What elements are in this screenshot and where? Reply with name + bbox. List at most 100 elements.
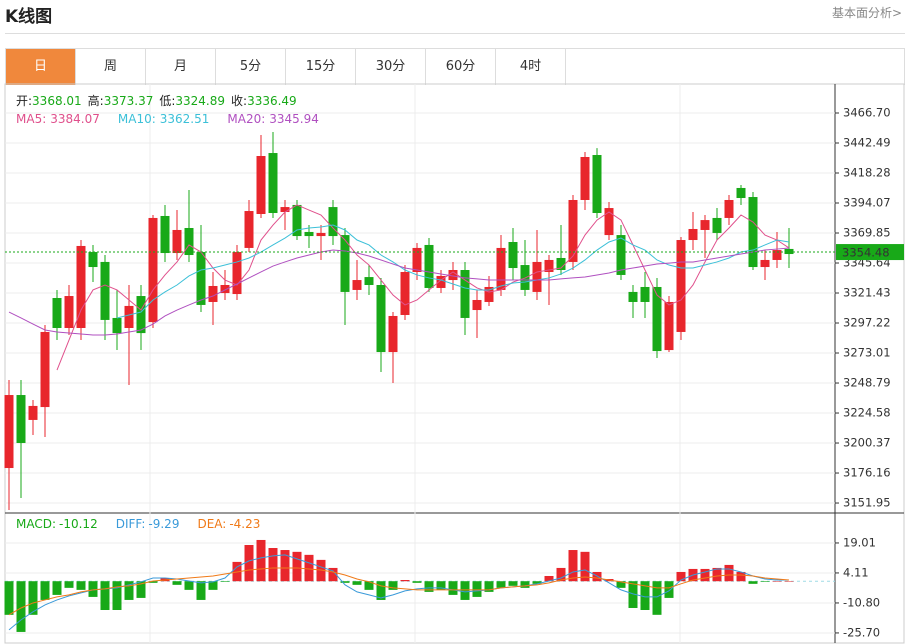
candle-body <box>340 235 350 292</box>
ma-line <box>56 204 790 371</box>
macd-bar <box>304 554 314 582</box>
macd-bar <box>292 551 302 582</box>
macd-bar <box>436 581 446 590</box>
legend-name: MACD: <box>16 517 56 531</box>
legend-name: DIFF: <box>116 517 146 531</box>
ma-line <box>116 224 790 319</box>
macd-bar <box>532 581 542 584</box>
macd-bar <box>340 581 350 583</box>
macd-bar <box>652 581 662 615</box>
macd-bar <box>208 581 218 590</box>
candle-body <box>136 296 146 334</box>
macd-bar <box>772 581 782 582</box>
candle-body <box>64 296 74 328</box>
current-price-label: 3354.48 <box>842 246 890 260</box>
candle-body <box>376 284 386 353</box>
candle-body <box>628 291 638 302</box>
candle-body <box>196 252 206 305</box>
period-tab[interactable]: 60分 <box>426 49 496 85</box>
y-tick-label: 3224.58 <box>843 406 891 420</box>
macd-bar <box>352 581 362 585</box>
macd-bar <box>172 581 182 585</box>
candle-body <box>184 227 194 256</box>
candle-body <box>352 280 362 290</box>
macd-bar <box>4 581 14 615</box>
candle-body <box>604 208 614 236</box>
macd-bar <box>556 567 566 582</box>
macd-bar <box>736 571 746 582</box>
macd-bar <box>88 581 98 597</box>
macd-bar <box>724 564 734 582</box>
y-tick-label: 3297.22 <box>843 316 891 330</box>
candle-body <box>676 240 686 332</box>
y-tick-label: 3248.79 <box>843 376 891 390</box>
info-label: 低: <box>159 94 175 108</box>
ma-line <box>8 247 790 336</box>
candle-body <box>304 231 314 237</box>
y-tick-label: 3394.07 <box>843 196 891 210</box>
candle-body <box>400 271 410 315</box>
candle-body <box>328 207 338 237</box>
y-tick-label: 3200.37 <box>843 436 891 450</box>
candle-body <box>388 315 398 353</box>
macd-bar <box>568 550 578 582</box>
candle-body <box>592 155 602 214</box>
candle-body <box>4 395 14 469</box>
candle-body <box>172 229 182 254</box>
macd-bar <box>580 551 590 582</box>
macd-bar <box>100 581 110 610</box>
candle-body <box>640 286 650 302</box>
macd-bar <box>220 581 230 582</box>
period-tab[interactable]: 周 <box>76 49 146 85</box>
period-tab[interactable]: 30分 <box>356 49 426 85</box>
period-tab[interactable]: 5分 <box>216 49 286 85</box>
candle-body <box>436 275 446 288</box>
macd-bar <box>40 581 50 600</box>
macd-bar <box>280 550 290 582</box>
candle-body <box>256 156 266 214</box>
macd-bar <box>592 571 602 582</box>
period-tab[interactable]: 4时 <box>496 49 566 85</box>
candle-body <box>52 298 62 328</box>
macd-bar <box>472 581 482 597</box>
macd-bar <box>316 559 326 582</box>
macd-bar <box>136 581 146 598</box>
candle-body <box>40 331 50 408</box>
period-tab[interactable]: 15分 <box>286 49 356 85</box>
candle-body <box>688 228 698 241</box>
macd-bar <box>112 581 122 610</box>
period-tab[interactable]: 日 <box>6 49 76 85</box>
macd-bar <box>640 581 650 610</box>
macd-bar <box>364 581 374 590</box>
ohlc-info: 开:3368.01 高:3373.37 低:3324.89 收:3336.49 <box>16 93 297 108</box>
macd-bar <box>52 581 62 595</box>
y-tick-label: 3151.95 <box>843 496 891 510</box>
candle-body <box>148 217 158 323</box>
y-tick-label: 3369.85 <box>843 226 891 240</box>
candle-body <box>784 248 794 255</box>
macd-bar <box>760 581 770 582</box>
chart-frame <box>4 83 905 644</box>
macd-bar <box>748 581 758 584</box>
legend-name: MA10: <box>118 112 156 126</box>
candle-body <box>616 235 626 275</box>
legend-name: MA20: <box>227 112 265 126</box>
candle-body <box>160 215 170 254</box>
candle-body <box>652 286 662 352</box>
legend-name: DEA: <box>197 517 226 531</box>
info-label: 高: <box>88 93 104 108</box>
period-tabs: 日周月 5分 15分 30分 60分 4时 <box>5 48 905 85</box>
candle-body <box>664 301 674 351</box>
macd-bar <box>448 581 458 595</box>
candle-body <box>292 204 302 237</box>
analysis-link[interactable]: 基本面分析> <box>831 6 902 20</box>
y-tick-label: 3321.43 <box>843 286 891 300</box>
macd-bar <box>628 581 638 608</box>
candle-body <box>772 250 782 260</box>
legend-value: -9.29 <box>148 517 179 531</box>
period-tab[interactable]: 月 <box>146 49 216 85</box>
candle-body <box>232 252 242 295</box>
macd-bar <box>196 581 206 600</box>
candle-body <box>580 156 590 200</box>
info-label: 开: <box>16 94 32 108</box>
